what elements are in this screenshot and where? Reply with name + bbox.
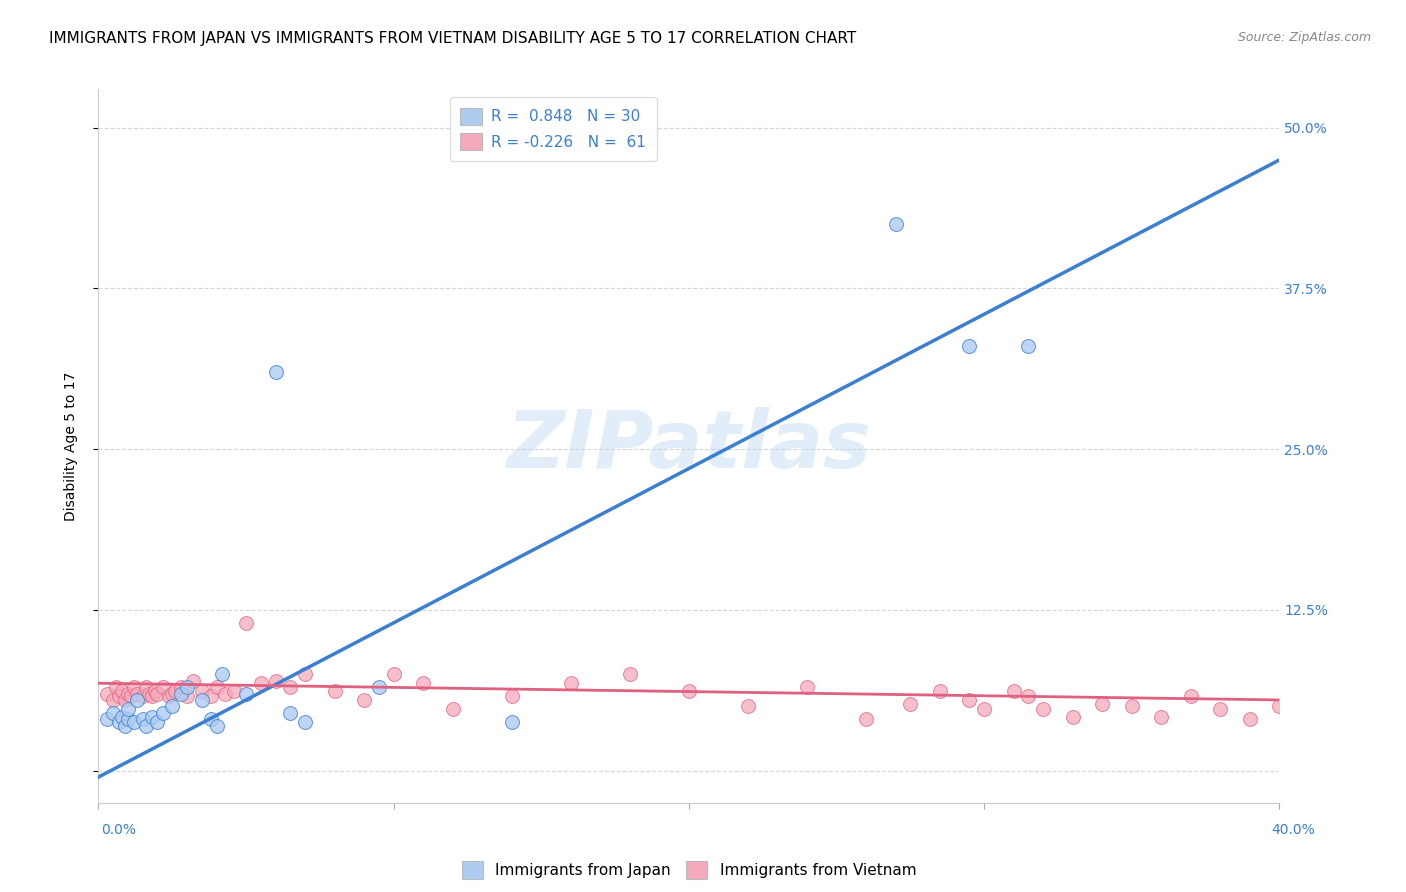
- Point: [278, 706, 302, 720]
- Point: [205, 680, 228, 694]
- Point: [1298, 702, 1320, 716]
- Point: [108, 689, 131, 703]
- Point: [214, 686, 236, 700]
- Point: [678, 684, 700, 698]
- Text: Source: ZipAtlas.com: Source: ZipAtlas.com: [1237, 31, 1371, 45]
- Point: [103, 706, 125, 720]
- Legend: Immigrants from Japan, Immigrants from Vietnam: Immigrants from Japan, Immigrants from V…: [453, 852, 925, 888]
- Text: IMMIGRANTS FROM JAPAN VS IMMIGRANTS FROM VIETNAM DISABILITY AGE 5 TO 17 CORRELAT: IMMIGRANTS FROM JAPAN VS IMMIGRANTS FROM…: [49, 31, 856, 46]
- Point: [1239, 712, 1261, 726]
- Point: [855, 712, 877, 726]
- Point: [146, 714, 169, 729]
- Point: [1121, 699, 1143, 714]
- Point: [191, 684, 214, 698]
- Point: [122, 680, 145, 694]
- Point: [278, 680, 302, 694]
- Point: [152, 680, 174, 694]
- Point: [501, 714, 523, 729]
- Point: [1268, 699, 1291, 714]
- Point: [959, 339, 981, 353]
- Point: [117, 702, 139, 716]
- Point: [200, 712, 222, 726]
- Point: [211, 667, 233, 681]
- Point: [146, 686, 169, 700]
- Point: [1002, 684, 1025, 698]
- Point: [294, 667, 316, 681]
- Point: [181, 673, 204, 688]
- Point: [105, 680, 128, 694]
- Point: [96, 686, 118, 700]
- Point: [619, 667, 641, 681]
- Point: [117, 712, 139, 726]
- Point: [125, 693, 148, 707]
- Point: [138, 686, 160, 700]
- Point: [120, 689, 142, 703]
- Point: [412, 676, 434, 690]
- Point: [250, 676, 273, 690]
- Point: [176, 680, 198, 694]
- Point: [132, 712, 155, 726]
- Point: [737, 699, 759, 714]
- Point: [200, 689, 222, 703]
- Point: [560, 676, 582, 690]
- Point: [1032, 702, 1054, 716]
- Point: [176, 689, 198, 703]
- Point: [235, 686, 257, 700]
- Point: [170, 686, 193, 700]
- Point: [111, 684, 134, 698]
- Text: ZIPatlas: ZIPatlas: [506, 407, 872, 485]
- Point: [114, 693, 136, 707]
- Point: [125, 686, 148, 700]
- Point: [122, 714, 145, 729]
- Point: [441, 702, 464, 716]
- Point: [959, 693, 981, 707]
- Point: [157, 689, 180, 703]
- Point: [1062, 709, 1084, 723]
- Point: [1180, 689, 1202, 703]
- Text: 40.0%: 40.0%: [1271, 823, 1315, 837]
- Point: [1091, 697, 1114, 711]
- Point: [224, 684, 246, 698]
- Point: [165, 684, 187, 698]
- Point: [152, 706, 174, 720]
- Point: [1017, 689, 1039, 703]
- Point: [132, 689, 155, 703]
- Point: [382, 667, 405, 681]
- Point: [264, 365, 287, 379]
- Point: [900, 697, 922, 711]
- Point: [501, 689, 523, 703]
- Point: [141, 709, 163, 723]
- Point: [1017, 339, 1039, 353]
- Point: [928, 684, 950, 698]
- Point: [108, 714, 131, 729]
- Point: [796, 680, 818, 694]
- Point: [103, 693, 125, 707]
- Point: [973, 702, 995, 716]
- Point: [368, 680, 391, 694]
- Y-axis label: Disability Age 5 to 17: Disability Age 5 to 17: [63, 371, 77, 521]
- Point: [1150, 709, 1173, 723]
- Point: [141, 689, 163, 703]
- Point: [264, 673, 287, 688]
- Point: [143, 684, 166, 698]
- Point: [170, 680, 193, 694]
- Point: [162, 699, 183, 714]
- Point: [235, 615, 257, 630]
- Point: [96, 712, 118, 726]
- Point: [1209, 702, 1232, 716]
- Point: [117, 686, 139, 700]
- Point: [205, 719, 228, 733]
- Point: [135, 719, 157, 733]
- Text: 0.0%: 0.0%: [101, 823, 136, 837]
- Point: [162, 686, 183, 700]
- Point: [114, 719, 136, 733]
- Point: [191, 693, 214, 707]
- Point: [294, 714, 316, 729]
- Point: [111, 709, 134, 723]
- Point: [135, 680, 157, 694]
- Point: [323, 684, 346, 698]
- Point: [884, 217, 907, 231]
- Point: [353, 693, 375, 707]
